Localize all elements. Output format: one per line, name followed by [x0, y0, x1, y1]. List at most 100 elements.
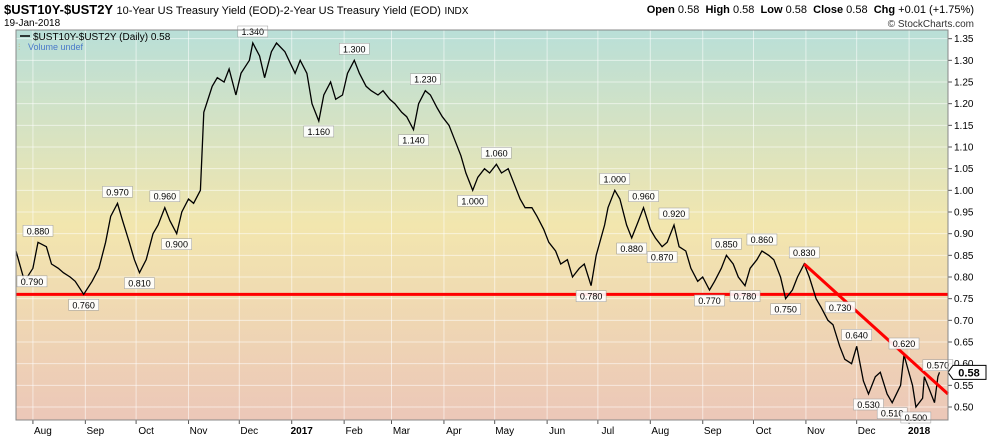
annotation-text: 0.880	[620, 244, 643, 254]
chart-date: 19-Jan-2018	[4, 18, 61, 29]
ohlc-summary: Open 0.58 High 0.58 Low 0.58 Close 0.58 …	[647, 4, 974, 16]
annotation-box	[457, 195, 488, 207]
annotation-label: 1.060	[481, 147, 512, 159]
x-tick-label: Jun	[549, 426, 565, 437]
annotation-box	[398, 134, 429, 146]
annotation-text: 0.770	[698, 296, 721, 306]
volume-icon: ⫶	[18, 42, 20, 52]
series-line	[15, 41, 941, 409]
annotation-label: 1.300	[339, 43, 370, 55]
y-tick-label: 0.50	[954, 403, 974, 414]
annotation-box	[102, 186, 133, 198]
annotation-text: 0.570	[927, 361, 950, 371]
annotation-label: 0.780	[729, 290, 761, 302]
annotation-label: 0.920	[658, 207, 690, 220]
annotation-text: 0.850	[715, 239, 738, 249]
annotation-box	[339, 43, 370, 55]
chg-value: +0.01 (+1.75%)	[898, 4, 974, 16]
y-tick-label: 0.70	[954, 316, 974, 327]
x-tick-label: Nov	[807, 426, 825, 437]
annotation-text: 1.340	[242, 27, 265, 37]
annotation-label: 0.730	[824, 301, 856, 314]
open-value: 0.58	[677, 4, 700, 16]
annotation-text: 0.760	[72, 300, 95, 310]
low-value: 0.58	[785, 4, 807, 16]
close-value: 0.58	[846, 4, 868, 16]
y-tick-label: 0.80	[954, 273, 974, 284]
annotation-label: 1.000	[599, 173, 631, 185]
y-tick-label: 1.35	[954, 34, 974, 45]
chart-legend: $UST10Y-$UST2Y (Daily) 0.58 ⫶ Volume und…	[18, 32, 171, 52]
annotation-label: 0.500	[900, 411, 932, 424]
y-tick-label: 0.55	[954, 381, 974, 392]
annotation-box	[628, 190, 659, 202]
legend-volume-label: Volume undef	[28, 42, 84, 52]
y-tick-label: 0.95	[954, 208, 974, 219]
close-label: Close	[813, 4, 844, 16]
symbol-title: $UST10Y-$UST2Y 10-Year US Treasury Yield…	[4, 2, 468, 17]
plot-border	[15, 29, 949, 421]
annotation-box	[658, 207, 690, 220]
annotation-box	[853, 398, 884, 411]
x-tick-label: Sep	[704, 426, 722, 437]
y-tick-label: 1.30	[954, 56, 974, 67]
open-label: Open	[646, 4, 675, 16]
annotation-text: 0.860	[751, 235, 774, 245]
legend-series-label: $UST10Y-$UST2Y (Daily) 0.58	[33, 32, 171, 43]
last-value-text: 0.58	[958, 367, 979, 379]
annotation-box	[16, 275, 48, 288]
x-tick-label: Nov	[190, 426, 208, 437]
annotation-text: 0.900	[165, 240, 188, 250]
annotation-label: 0.900	[161, 238, 192, 250]
annotation-text: 0.780	[734, 292, 757, 302]
high-label: High	[705, 4, 730, 16]
annotation-label: 0.810	[124, 277, 155, 289]
annotation-label: 0.850	[711, 238, 742, 250]
annotation-text: 0.500	[905, 413, 928, 423]
x-tick-label: Mar	[393, 426, 411, 437]
annotation-label: 0.870	[646, 251, 678, 263]
annotation-label: 0.960	[149, 190, 181, 202]
annotation-box	[237, 25, 269, 38]
annotation-text: 0.730	[829, 303, 852, 313]
annotation-box	[481, 147, 512, 159]
y-tick-label: 1.25	[954, 78, 974, 89]
annotation-text: 0.830	[793, 248, 816, 258]
chg-label: Chg	[873, 4, 896, 16]
x-tick-label: 2017	[291, 426, 314, 437]
annotation-label: 0.770	[694, 294, 725, 307]
y-axis: 0.50 0.55 0.60 0.65 0.70 0.75 0.80 0.85 0.90 0.95…	[948, 34, 974, 414]
annotation-box	[824, 301, 856, 314]
annotation-text: 1.140	[402, 136, 425, 146]
last-value-box	[947, 364, 987, 380]
x-tick-label: Oct	[138, 426, 154, 437]
annotation-box	[68, 299, 99, 311]
plot-background	[16, 30, 948, 420]
annotation-text: 0.810	[128, 279, 151, 289]
x-tick-label: Oct	[756, 426, 772, 437]
annotation-label: 0.970	[102, 186, 133, 198]
x-tick-label: Aug	[651, 426, 669, 437]
annotation-label: 0.880	[616, 242, 647, 255]
y-tick-label: 0.90	[954, 229, 974, 240]
y-tick-label: 1.10	[954, 143, 974, 154]
last-value-marker: 0.58	[947, 364, 987, 380]
annotation-text: 0.640	[845, 330, 868, 340]
annotation-text: 1.160	[308, 127, 331, 137]
annotation-text: 0.780	[580, 292, 603, 302]
annotation-text: 0.880	[27, 226, 50, 236]
annotation-label: 0.860	[746, 233, 778, 246]
annotation-text: 0.870	[651, 253, 674, 263]
y-tick-label: 1.20	[954, 99, 974, 110]
x-tick-label: 2018	[908, 426, 931, 437]
annotation-box	[161, 238, 192, 250]
annotation-label: 0.790	[16, 275, 48, 288]
downward-trendline	[803, 262, 950, 396]
annotation-label: 0.530	[853, 398, 884, 411]
y-tick-label: 1.15	[954, 121, 974, 132]
annotation-box	[149, 190, 181, 202]
symbol-description: 10-Year US Treasury Yield (EOD)-2-Year U…	[116, 5, 441, 17]
y-tick-label: 0.65	[954, 338, 974, 349]
annotation-text: 0.920	[663, 209, 686, 219]
